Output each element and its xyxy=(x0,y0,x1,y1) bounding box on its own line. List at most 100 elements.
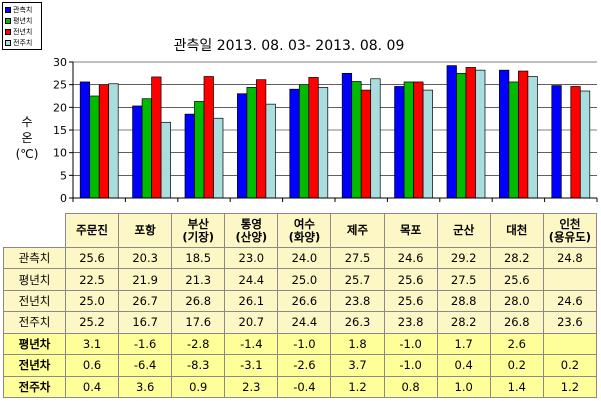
table-cell: 0.8 xyxy=(383,375,438,399)
table-cell: 0.9 xyxy=(171,375,226,399)
table-cell: 26.8 xyxy=(171,289,226,313)
bar-전년치-4 xyxy=(308,77,319,199)
table-header-cell: 대천 xyxy=(489,212,544,249)
y-axis-label-part: 수 xyxy=(21,115,32,129)
bar-전년치-1 xyxy=(151,76,162,199)
table-cell: 26.7 xyxy=(118,289,173,313)
row-label: 평년차 xyxy=(3,332,66,356)
table-row: 전주치 25.2 16.7 17.6 20.7 24.4 26.3 23.8 28.2 26.8 2… xyxy=(3,311,598,334)
table-cell: 3.6 xyxy=(118,375,173,399)
table-cell: 26.8 xyxy=(489,311,544,334)
table-cell: 24.4 xyxy=(224,268,279,291)
table-cell: -2.6 xyxy=(277,354,332,377)
table-cell xyxy=(542,332,598,356)
category-label: 인천 xyxy=(559,216,581,231)
y-tick-label: 15 xyxy=(53,124,67,137)
row-label: 전년치 xyxy=(3,289,66,313)
table-row: 전년차 0.6 -6.4 -8.3 -3.1 -2.6 3.7 -1.0 0.4 0.2 0.2 xyxy=(3,354,598,377)
legend-item: 전년치 xyxy=(5,26,39,37)
legend-item: 평년치 xyxy=(5,15,39,26)
table-cell: -1.0 xyxy=(383,354,438,377)
table-cell: -1.0 xyxy=(277,332,332,356)
table-header-cell: 포항 xyxy=(118,212,173,249)
table-cell: 2.6 xyxy=(489,332,544,356)
bar-관측치-7 xyxy=(446,65,457,199)
bar-관측치-1 xyxy=(132,105,143,199)
category-label: (산양) xyxy=(235,229,268,244)
bar-전년치-0 xyxy=(98,84,110,199)
row-label: 전주치 xyxy=(3,311,66,334)
bar-전주치-0 xyxy=(108,83,119,199)
table-cell: 23.6 xyxy=(542,311,598,334)
table-cell: 3.1 xyxy=(64,332,120,356)
table-cell: 1.0 xyxy=(436,375,491,399)
table-cell: 0.4 xyxy=(436,354,491,377)
table-cell: 26.6 xyxy=(277,289,332,313)
table-cell: 0.2 xyxy=(542,354,598,377)
bar-전년치-3 xyxy=(256,79,267,199)
table-cell: -1.6 xyxy=(118,332,173,356)
bar-관측치-5 xyxy=(341,72,353,199)
table-row: 관측치 25.6 20.3 18.5 23.0 24.0 27.5 24.6 29.2 28.2 2… xyxy=(3,247,598,270)
table-cell: 25.7 xyxy=(330,268,385,291)
table-cell: 20.7 xyxy=(224,311,279,334)
legend-label: 전년치 xyxy=(13,27,33,36)
y-axis-label: 수온 (℃) xyxy=(16,115,39,161)
legend-label: 관측치 xyxy=(13,5,33,14)
legend-label: 전주치 xyxy=(13,38,33,47)
table-cell: 21.9 xyxy=(118,268,173,291)
table-cell: 26.3 xyxy=(330,311,385,334)
table-cell: 1.8 xyxy=(330,332,385,356)
category-label: 대천 xyxy=(506,223,528,237)
table-cell: -1.0 xyxy=(383,332,438,356)
bar-평년치-2 xyxy=(194,101,205,199)
bar-평년치-3 xyxy=(246,87,257,199)
table-cell: 16.7 xyxy=(118,311,173,334)
table-cell: 24.6 xyxy=(542,289,598,313)
chart-title: 관측일 2013. 08. 03- 2013. 08. 09 xyxy=(174,38,405,54)
table-cell: -8.3 xyxy=(171,354,226,377)
table-cell: 17.6 xyxy=(171,311,226,334)
table-cell: -6.4 xyxy=(118,354,173,377)
bar-관측치-0 xyxy=(79,81,91,199)
table-cell: 24.6 xyxy=(383,247,438,270)
table-cell: 1.2 xyxy=(330,375,385,399)
bar-전주치-3 xyxy=(265,103,276,199)
table-cell: 25.0 xyxy=(277,268,332,291)
y-tick-label: 10 xyxy=(53,147,67,160)
bar-전년치-7 xyxy=(465,67,476,199)
bar-전주치-8 xyxy=(527,76,538,199)
bar-관측치-6 xyxy=(394,86,405,199)
bar-관측치-9 xyxy=(551,85,562,199)
bar-관측치-4 xyxy=(289,88,300,199)
bar-평년치-8 xyxy=(508,81,519,199)
legend-item: 관측치 xyxy=(5,4,39,15)
table-cell: 28.8 xyxy=(436,289,491,313)
table-cell: 25.2 xyxy=(64,311,120,334)
table-cell: 25.6 xyxy=(383,289,438,313)
table-cell: 24.0 xyxy=(277,247,332,270)
table-cell: 23.0 xyxy=(224,247,279,270)
table-row: 평년치 22.5 21.9 21.3 24.4 25.0 25.7 25.6 27.5 25.6 xyxy=(3,268,598,291)
table-header-row: 주문진 포항 부산 (기장) 통영 (산양) 여수 (화양) 제주 목포 군산 대천 인천 (용유도) xyxy=(3,212,598,249)
table-cell: 29.2 xyxy=(436,247,491,270)
table-header-cell: 주문진 xyxy=(64,212,120,249)
table-cell: 28.2 xyxy=(436,311,491,334)
category-label: 제주 xyxy=(346,223,369,237)
category-label: 주문진 xyxy=(76,223,108,237)
category-label: (화양) xyxy=(288,229,321,244)
table-cell: 25.0 xyxy=(64,289,120,313)
table-row: 전주차 0.4 3.6 0.9 2.3 -0.4 1.2 0.8 1.0 1.4 1.2 xyxy=(3,375,598,399)
y-axis-ticks: 0 5 10 15 20 25 30 xyxy=(53,56,67,205)
table-cell: -0.4 xyxy=(277,375,332,399)
table-cell: 20.3 xyxy=(118,247,173,270)
legend-swatch xyxy=(5,28,11,35)
category-label: 군산 xyxy=(453,223,475,237)
category-label: 여수 xyxy=(293,216,315,231)
y-axis-label-part: (℃) xyxy=(16,147,39,161)
table-cell: 28.0 xyxy=(489,289,544,313)
table-cell: 1.4 xyxy=(489,375,544,399)
table-cell: 1.7 xyxy=(436,332,491,356)
bar-전년치-9 xyxy=(570,86,581,199)
bar-전주치-4 xyxy=(317,87,329,199)
